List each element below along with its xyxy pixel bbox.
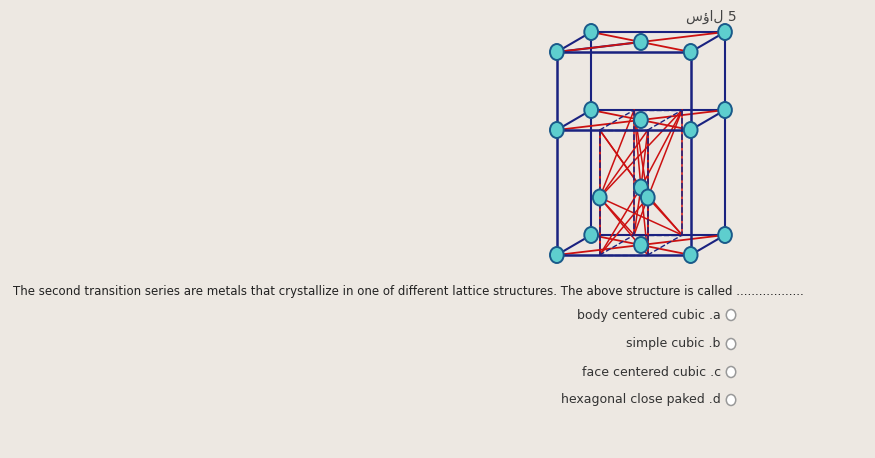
Circle shape <box>584 24 598 40</box>
Circle shape <box>550 44 564 60</box>
Circle shape <box>640 190 654 206</box>
Circle shape <box>726 310 736 321</box>
Circle shape <box>684 122 697 138</box>
Circle shape <box>634 180 648 196</box>
Text: body centered cubic .a: body centered cubic .a <box>577 309 721 322</box>
Circle shape <box>684 247 697 263</box>
Circle shape <box>550 247 564 263</box>
Text: The second transition series are metals that crystallize in one of different lat: The second transition series are metals … <box>13 285 803 298</box>
Circle shape <box>718 227 732 243</box>
Circle shape <box>634 34 648 50</box>
Circle shape <box>718 102 732 118</box>
Circle shape <box>593 190 606 206</box>
Circle shape <box>634 237 648 253</box>
Circle shape <box>726 366 736 377</box>
Circle shape <box>634 112 648 128</box>
Circle shape <box>718 24 732 40</box>
Text: سؤال 5: سؤال 5 <box>685 10 736 24</box>
Circle shape <box>584 102 598 118</box>
Circle shape <box>726 394 736 405</box>
Text: simple cubic .b: simple cubic .b <box>626 338 721 350</box>
Circle shape <box>684 44 697 60</box>
Text: face centered cubic .c: face centered cubic .c <box>582 365 721 378</box>
Circle shape <box>584 227 598 243</box>
Circle shape <box>726 338 736 349</box>
Text: hexagonal close paked .d: hexagonal close paked .d <box>561 393 721 407</box>
Circle shape <box>550 122 564 138</box>
